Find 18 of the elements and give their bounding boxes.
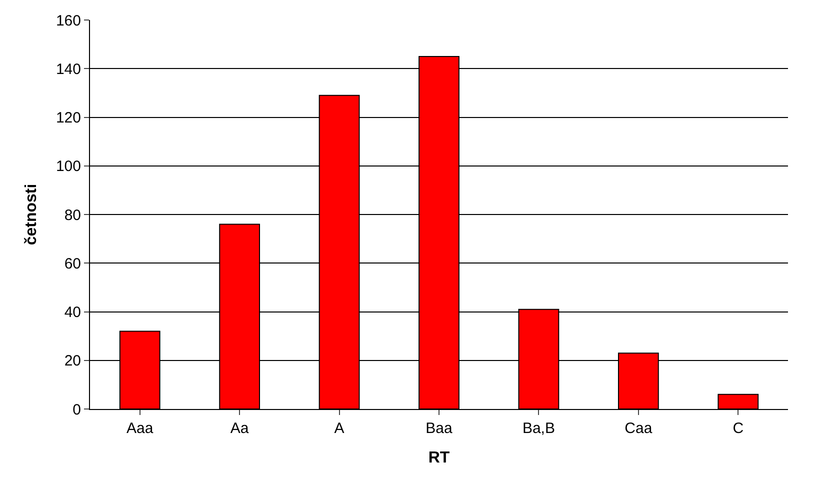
x-axis-title: RT bbox=[428, 450, 450, 467]
x-tick-label: C bbox=[732, 420, 744, 437]
x-tick-label: Baa bbox=[426, 420, 453, 437]
y-tick-label: 60 bbox=[64, 255, 81, 272]
y-tick-label: 0 bbox=[72, 401, 81, 418]
y-tick-label: 160 bbox=[56, 12, 81, 30]
y-tick-label: 40 bbox=[64, 304, 81, 321]
x-tick-label: Aaa bbox=[126, 420, 154, 437]
y-tick-label: 20 bbox=[64, 352, 81, 370]
y-axis-title: četnosti bbox=[22, 184, 40, 246]
x-tick-label: Caa bbox=[624, 420, 653, 437]
y-tick-label: 100 bbox=[56, 158, 81, 176]
y-tick-label: 140 bbox=[56, 60, 81, 78]
x-tick-label: Ba,B bbox=[522, 420, 555, 437]
y-tick-label: 80 bbox=[64, 206, 81, 224]
x-tick-label: Aa bbox=[230, 420, 250, 437]
y-tick-label: 120 bbox=[56, 110, 81, 126]
x-tick-label: A bbox=[334, 420, 344, 437]
